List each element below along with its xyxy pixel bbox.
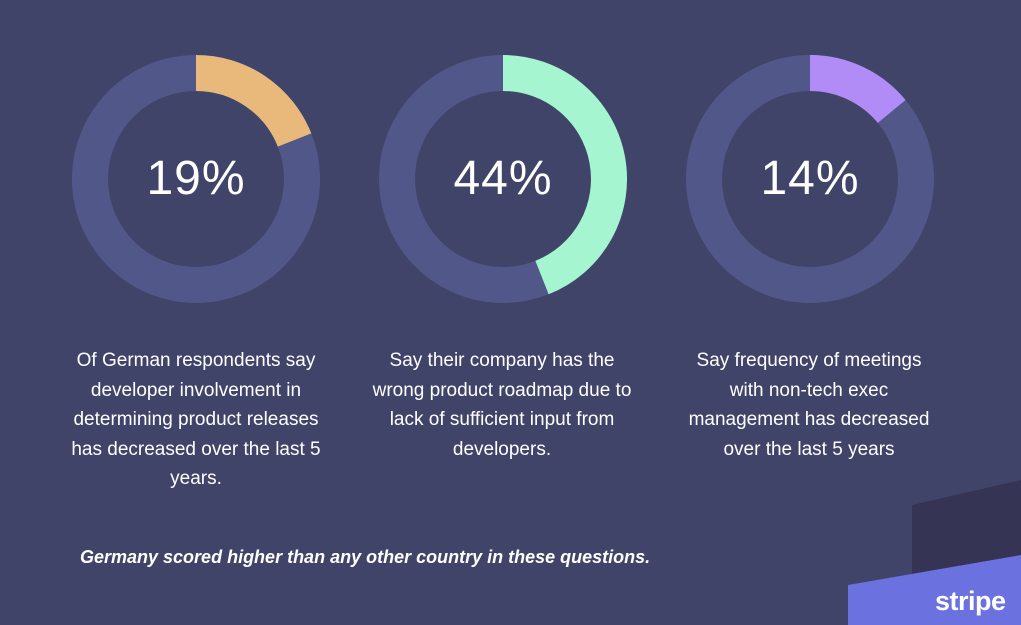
stripe-logo: stripe	[935, 586, 1006, 616]
donut-caption-2: Say their company has the wrong product …	[372, 350, 632, 460]
donut-svg-1	[72, 55, 320, 303]
donut-value-label-1: 19%	[146, 152, 246, 205]
donut-arc-1	[195, 55, 312, 148]
donut-arc-3	[809, 55, 906, 124]
donut-value-label-2: 44%	[453, 152, 553, 205]
ribbon-light-shape	[848, 555, 1021, 625]
donut-svg-2	[379, 55, 627, 303]
donut-chart-2: 44%	[379, 55, 627, 303]
donut-arc-2	[502, 55, 627, 295]
donut-chart-1: 19%	[72, 55, 320, 303]
donut-caption-1: Of German respondents say developer invo…	[71, 350, 321, 489]
footnote: Germany scored higher than any other cou…	[80, 547, 651, 567]
donut-value-label-3: 14%	[760, 152, 860, 205]
donut-svg-3	[686, 55, 934, 303]
donut-chart-3: 14%	[686, 55, 934, 303]
donut-caption-3: Say frequency of meetings with non-tech …	[688, 350, 930, 460]
